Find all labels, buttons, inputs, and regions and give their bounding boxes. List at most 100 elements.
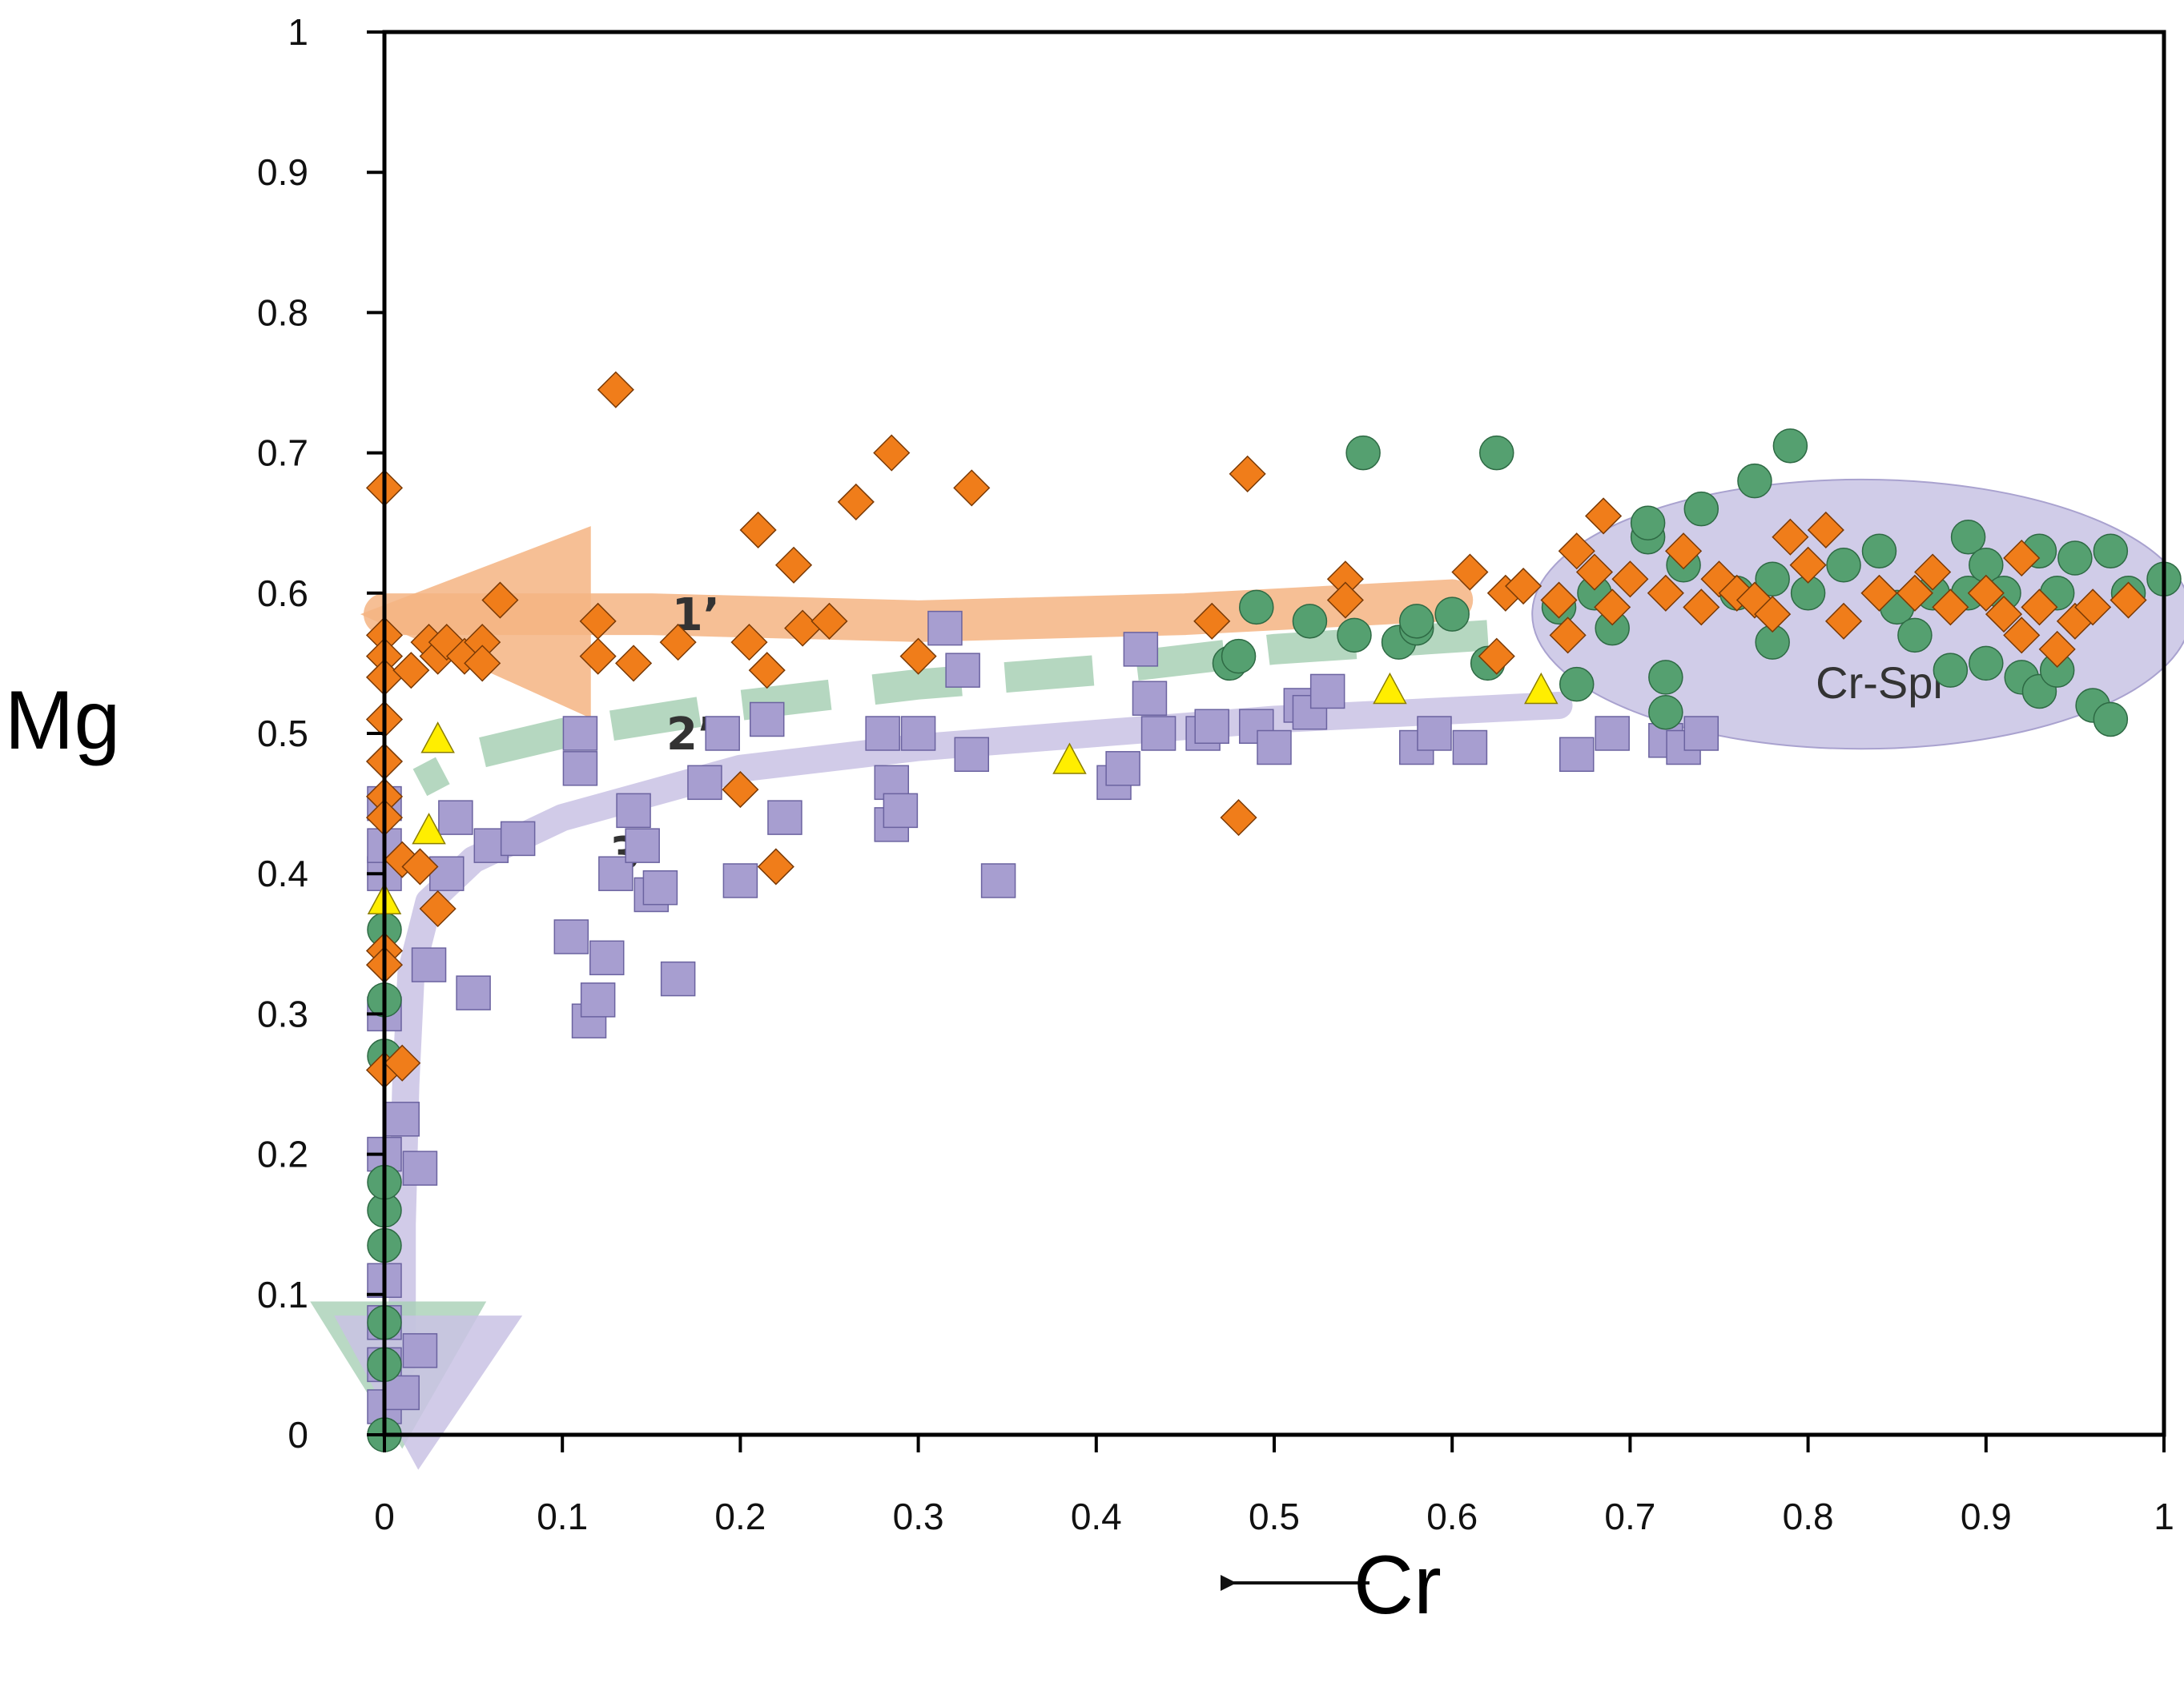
circle-point: [1239, 589, 1274, 625]
x-tick-label: 0.7: [1604, 1496, 1655, 1537]
diamond-point: [748, 652, 786, 689]
diamond-point: [1664, 532, 1703, 570]
circle-point: [1772, 428, 1808, 464]
square-point: [402, 1151, 438, 1186]
triangle-point: [1052, 742, 1087, 774]
diamond-point: [579, 637, 617, 675]
diamond-point: [2021, 588, 2058, 626]
square-point: [1595, 716, 1630, 751]
diamond-point: [1807, 511, 1844, 549]
diamond-point: [597, 371, 634, 408]
circle-point: [1399, 604, 1434, 639]
diamond-point: [1683, 588, 1720, 626]
square-point: [429, 856, 465, 891]
square-point: [767, 800, 802, 835]
square-point: [1132, 681, 1168, 716]
square-point: [1417, 716, 1452, 751]
diamond-point: [1914, 553, 1952, 591]
circle-point: [1737, 463, 1772, 499]
x-tick-label: 0.3: [893, 1496, 944, 1537]
square-point: [980, 863, 1016, 898]
circle-point: [1648, 694, 1683, 730]
circle-point: [2093, 701, 2129, 737]
diamond-point: [1451, 553, 1489, 591]
square-point: [562, 751, 598, 786]
square-point: [616, 793, 651, 829]
circle-point: [1933, 653, 1969, 688]
circle-point: [1345, 435, 1381, 471]
diamond-point: [1772, 518, 1809, 556]
diamond-point: [401, 848, 439, 886]
diamond-point: [1932, 588, 1969, 626]
circle-point: [1292, 604, 1328, 639]
diamond-point: [464, 645, 501, 682]
diamond-point: [1611, 560, 1649, 598]
diamond-point: [774, 546, 813, 584]
x-tick-label: 0.6: [1426, 1496, 1478, 1537]
square-point: [589, 940, 625, 976]
point-layer: [365, 371, 2182, 1452]
square-point: [1559, 737, 1595, 773]
diamond-point: [1326, 581, 1364, 619]
x-tick-label: 1: [2154, 1496, 2174, 1537]
circle-point: [1221, 638, 1257, 674]
circle-point: [1826, 548, 1861, 583]
circle-point: [1897, 617, 1933, 653]
diamond-point: [1647, 574, 1684, 612]
square-point: [384, 1375, 420, 1411]
diamond-point: [2003, 539, 2041, 577]
square-point: [438, 800, 473, 835]
square-point: [402, 1333, 438, 1368]
circle-point: [1648, 660, 1683, 695]
diamond-point: [1575, 553, 1614, 591]
square-point: [722, 863, 758, 898]
circle-point: [1630, 505, 1666, 540]
square-point: [1123, 632, 1159, 667]
square-point: [945, 653, 980, 688]
y-tick-label: 0.9: [257, 151, 308, 193]
circle-point: [1559, 666, 1595, 702]
diamond-point: [1967, 574, 2005, 612]
diamond-point: [1193, 602, 1231, 640]
diamond-point: [384, 1044, 421, 1082]
square-point: [705, 716, 740, 751]
y-tick-label: 0.3: [257, 993, 308, 1034]
trend-layer: 1’2’3’: [310, 526, 1573, 1470]
circle-point: [1861, 533, 1897, 568]
y-tick-label: 0.7: [257, 432, 308, 474]
diamond-point: [615, 645, 653, 682]
diamond-point: [1754, 596, 1792, 633]
circle-point: [1434, 596, 1470, 632]
square-point: [1683, 716, 1719, 751]
square-point: [865, 716, 900, 751]
x-tick-label: 0: [374, 1496, 395, 1537]
circle-point: [1337, 617, 1372, 653]
y-tick-label: 0.1: [257, 1274, 308, 1315]
diamond-point: [1478, 637, 1515, 675]
square-point: [749, 701, 785, 737]
trend-2-line: [412, 620, 1489, 797]
diamond-point: [1220, 799, 1257, 837]
diamond-point: [1585, 497, 1623, 535]
triangle-point: [1524, 672, 1559, 705]
diamond-point: [1896, 574, 1933, 612]
square-point: [1194, 709, 1229, 744]
square-point: [927, 610, 963, 646]
diamond-point: [739, 511, 777, 549]
y-tick-label: 0.6: [257, 572, 308, 614]
x-tick-label: 0.8: [1783, 1496, 1834, 1537]
x-tick-label: 0.4: [1071, 1496, 1122, 1537]
diamond-point: [757, 848, 794, 886]
y-tick-label: 0.2: [257, 1134, 308, 1175]
diamond-point: [722, 771, 759, 809]
x-axis-title: Cr: [1353, 1539, 1442, 1632]
cr-spl-label: Cr-Spl: [1816, 657, 1943, 708]
diamond-point: [730, 624, 768, 661]
x-tick-label: 0.9: [1961, 1496, 2012, 1537]
triangle-point: [412, 813, 446, 845]
triangle-point: [420, 721, 455, 753]
square-point: [411, 947, 447, 982]
y-tick-label: 0: [288, 1414, 308, 1456]
square-point: [900, 716, 936, 751]
